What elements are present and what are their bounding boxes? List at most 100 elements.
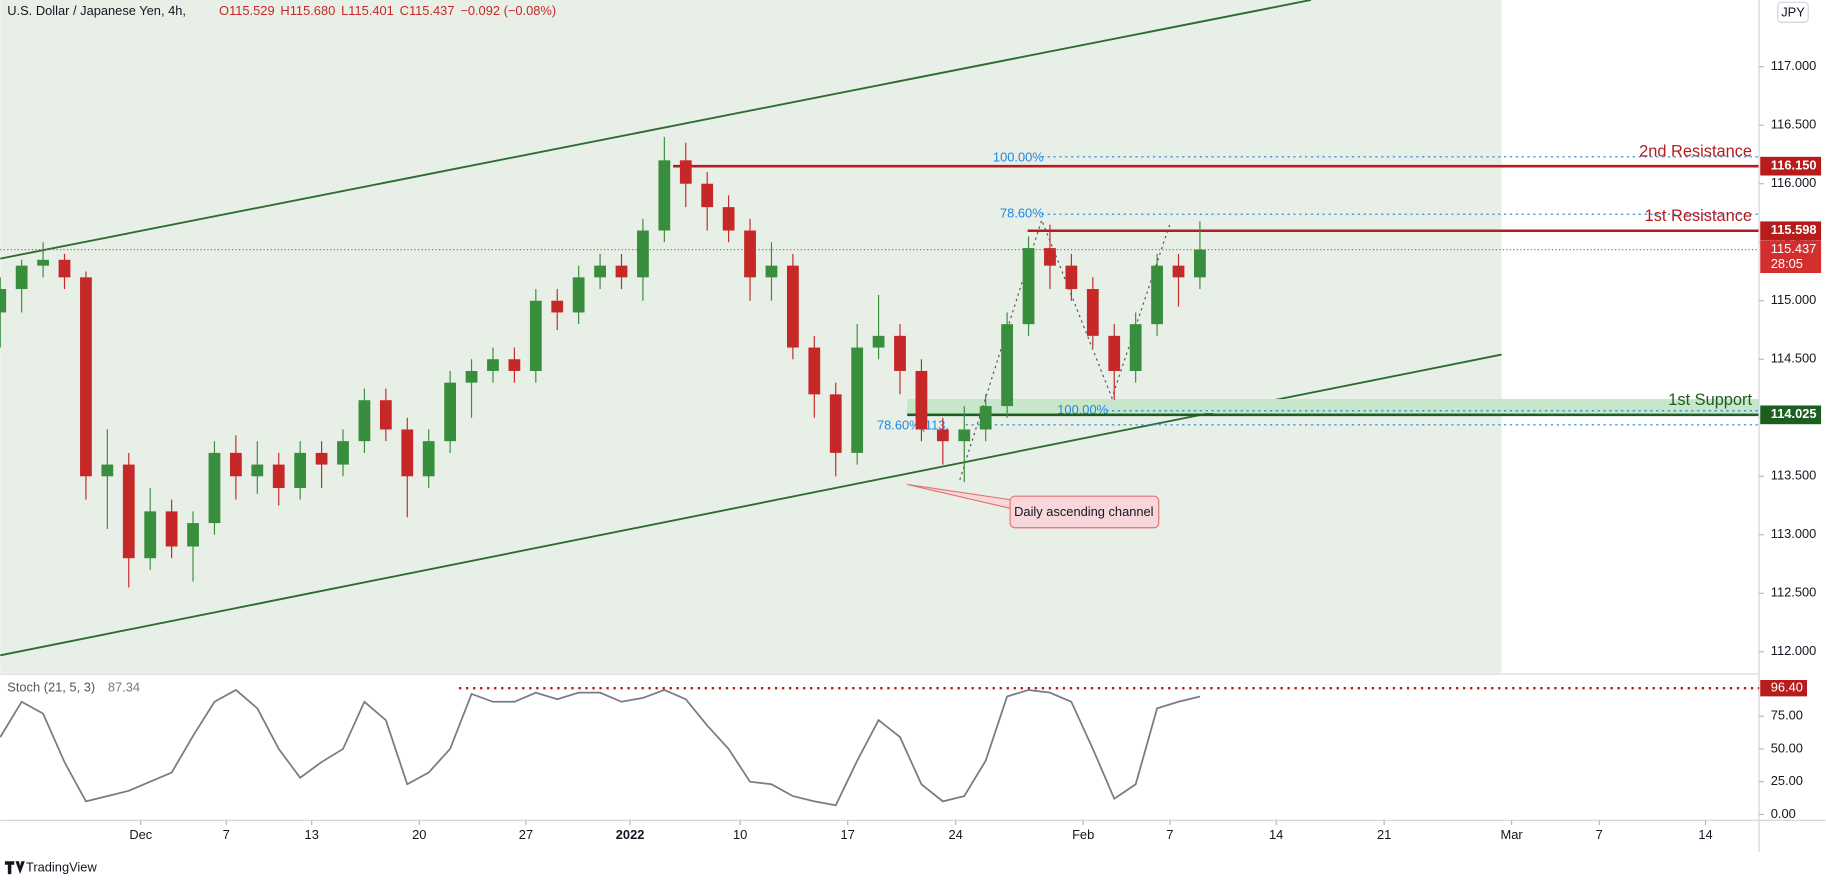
candle-body [722, 207, 735, 231]
level-tag-label: 115.598 [1771, 222, 1817, 237]
candle-body [894, 335, 906, 371]
candle-body [808, 347, 821, 395]
x-tick-label: 7 [223, 827, 230, 842]
candle-body [765, 265, 778, 278]
ohlc-value: C115.437 [400, 3, 455, 18]
y-tick-label: 113.000 [1771, 526, 1817, 541]
candle-body [165, 511, 178, 547]
x-tick-label: 20 [412, 827, 426, 842]
candle-body [1086, 289, 1099, 336]
candle-body [508, 359, 521, 371]
brand-name: TradingView [26, 860, 97, 875]
x-tick-label: 14 [1698, 827, 1712, 842]
candle-body [594, 265, 606, 278]
stoch-tick-label: 0.00 [1771, 806, 1796, 821]
candle-body [272, 464, 285, 488]
candle-body [315, 452, 328, 465]
candle-body [379, 400, 392, 430]
x-tick-label: Dec [129, 827, 152, 842]
x-tick-label: Feb [1072, 827, 1094, 842]
y-tick-label: 116.000 [1771, 175, 1817, 190]
candle-body [1151, 265, 1163, 325]
y-tick-label: 113.500 [1771, 468, 1817, 483]
candle-body [80, 277, 92, 477]
x-tick-label: 27 [519, 827, 533, 842]
brand-logo [4, 861, 25, 875]
candle-body [1044, 248, 1056, 266]
candle-body [58, 259, 71, 278]
candle-body [37, 259, 49, 266]
candle-body [658, 160, 671, 231]
candle-body [615, 265, 628, 278]
x-tick-label: 14 [1269, 827, 1283, 842]
stoch-level-label: 96.40 [1771, 680, 1803, 695]
candle-body [1065, 265, 1078, 290]
candle-body [701, 183, 714, 208]
y-tick-label: 116.500 [1771, 117, 1817, 132]
candle-body [101, 464, 114, 477]
candle-body [915, 370, 928, 430]
candle-body [637, 230, 649, 278]
level-name: 1st Resistance [1645, 207, 1752, 225]
y-tick-label: 115.000 [1771, 292, 1817, 307]
stoch-last: 87.34 [108, 679, 140, 694]
stoch-tick-label: 75.00 [1771, 708, 1803, 723]
x-tick-label: 17 [841, 827, 855, 842]
candle-body [208, 452, 221, 524]
currency-label[interactable]: JPY [1781, 4, 1805, 19]
candle-body [358, 400, 371, 442]
candle-body [829, 394, 842, 453]
x-tick-label: 2022 [616, 827, 645, 842]
stoch-tick-label: 25.00 [1771, 773, 1803, 788]
level-tag [1760, 156, 1822, 176]
candle-body [979, 406, 992, 430]
y-tick-label: 112.000 [1771, 643, 1817, 658]
last-price-label: 115.437 [1771, 241, 1817, 256]
candle-body [1108, 335, 1121, 371]
symbol-title: U.S. Dollar / Japanese Yen, 4h, [7, 3, 186, 18]
candle-body [229, 452, 242, 477]
candle-body [122, 464, 135, 559]
candle-body [251, 464, 264, 477]
x-tick-label: 21 [1377, 827, 1391, 842]
candle-body [1129, 324, 1142, 371]
candle-body [1172, 265, 1185, 278]
channel-shade [0, 0, 1502, 673]
candle-body [401, 429, 414, 477]
callout-text: Daily ascending channel [1014, 504, 1153, 519]
fib-label: 100.00% [993, 149, 1044, 164]
level-name: 2nd Resistance [1639, 142, 1752, 160]
countdown-label: 28:05 [1771, 256, 1803, 271]
x-tick-label: 7 [1596, 827, 1603, 842]
x-tick-label: 10 [733, 827, 747, 842]
candle-body [958, 429, 971, 442]
stoch-name: Stoch (21, 5, 3) [7, 679, 95, 694]
stoch-level-tag [1760, 679, 1808, 697]
candle-body [465, 370, 478, 383]
level-name: 1st Support [1668, 391, 1752, 409]
candle-body [422, 441, 435, 477]
level-tag [1760, 405, 1822, 425]
x-tick-label: 13 [305, 827, 319, 842]
candle-body [0, 289, 7, 313]
candle-body [1001, 324, 1014, 407]
last-price-tag [1760, 240, 1822, 274]
candle-body [15, 265, 28, 290]
fib-label: 78.60% [1000, 206, 1044, 221]
candle-body [187, 523, 199, 547]
candle-body [851, 347, 864, 453]
callout-box [1009, 495, 1160, 529]
fib-label: 78.60%(113. [877, 417, 949, 432]
candle-body [744, 230, 756, 278]
candle-body [786, 265, 799, 348]
x-tick-label: 24 [949, 827, 963, 842]
ohlc-value: L115.401 [341, 3, 394, 18]
candle-body [572, 277, 585, 313]
ohlc-value: H115.680 [280, 3, 335, 18]
candle-body [294, 452, 307, 488]
currency-button[interactable] [1777, 1, 1809, 23]
x-tick-label: 7 [1166, 827, 1173, 842]
plot: 2nd Resistance 1st Resistance 1st Support [0, 136, 1760, 588]
level-tag-label: 116.150 [1771, 158, 1817, 173]
